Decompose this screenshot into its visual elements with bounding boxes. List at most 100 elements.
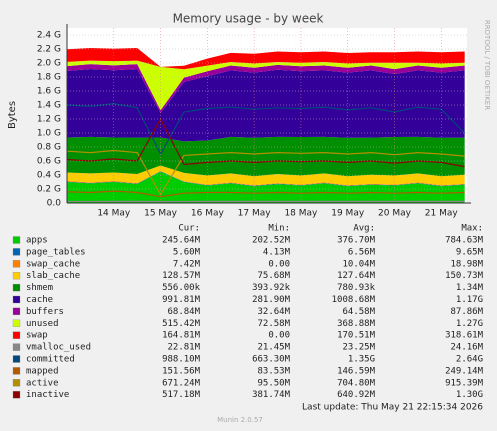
legend-label: page_tables [26, 247, 86, 257]
legend-swatch [12, 272, 21, 280]
x-tick-label: 15 May [144, 209, 178, 219]
legend-swatch [12, 283, 21, 292]
line [66, 102, 466, 156]
legend-stat: 150.73M [445, 271, 484, 281]
legend-stat: 381.74M [252, 390, 291, 400]
legend-stat: 640.92M [337, 390, 376, 400]
x-tick-label: 20 May [378, 209, 412, 219]
x-tick-label: 19 May [331, 209, 365, 219]
legend-swatch [12, 355, 21, 363]
area [67, 48, 465, 70]
legend-stat: 5.60M [173, 247, 201, 257]
line [66, 117, 465, 168]
y-tick-label: 2.0 G [37, 59, 61, 69]
legend-swatch [12, 343, 21, 351]
legend-stat: 1.35G [348, 355, 375, 365]
legend-stat: 64.58M [342, 307, 375, 317]
y-tick-label: 1.0 G [37, 129, 61, 139]
legend-stat: 83.53M [257, 366, 290, 376]
legend-stat: 368.88M [337, 319, 376, 329]
legend-stat: 170.51M [337, 331, 376, 341]
x-tick-label: 16 May [191, 209, 225, 219]
x-tick-label: 18 May [284, 209, 318, 219]
legend-stat: 68.84M [167, 307, 200, 317]
legend-stat: 23.25M [342, 343, 375, 353]
area [67, 60, 465, 111]
legend-stat: 95.50M [257, 378, 290, 388]
legend-label: mapped [26, 366, 59, 376]
legend-swatch [12, 307, 21, 316]
legend-swatch [12, 319, 21, 327]
line [66, 149, 465, 196]
area [67, 136, 465, 177]
legend-stat: 517.18M [162, 390, 201, 400]
legend-stat: 87.86M [450, 307, 483, 317]
legend-header: Max: [461, 224, 483, 234]
legend-stat: 202.52M [252, 236, 291, 246]
legend-stat: 281.90M [252, 295, 291, 305]
legend-label: committed [26, 355, 75, 365]
legend-label: buffers [26, 307, 64, 317]
legend-label: swap [26, 331, 48, 341]
y-tick-label: 1.2 G [37, 115, 61, 125]
x-tick-label: 14 May [97, 209, 131, 219]
last-update: Last update: Thu May 21 22:15:34 2026 [302, 403, 483, 413]
legend-stat: 245.64M [162, 236, 201, 246]
plot-layer [66, 48, 466, 203]
legend-swatch [12, 236, 21, 244]
area [67, 64, 465, 114]
legend-stat: 1.34M [456, 283, 484, 293]
legend-stat: 780.93k [337, 283, 376, 293]
legend-stat: 704.80M [337, 378, 376, 388]
y-tick-label: 1.8 G [37, 73, 61, 83]
legend-header: Avg: [353, 224, 375, 234]
y-tick-label: 1.4 G [37, 101, 61, 111]
legend-stat: 671.24M [162, 378, 201, 388]
legend-stat: 1.30G [456, 390, 483, 400]
legend-stat: 21.45M [257, 343, 290, 353]
legend-stat: 10.04M [342, 259, 375, 269]
legend-label: apps [26, 236, 48, 246]
legend-swatch [12, 260, 21, 268]
legend-stat: 72.58M [257, 319, 290, 329]
legend-stat: 1.27G [456, 319, 483, 329]
legend-stat: 128.57M [162, 271, 201, 281]
y-tick-label: 0.8 G [37, 143, 61, 153]
legend-swatch [12, 391, 21, 399]
line [66, 190, 465, 198]
legend-stat: 18.98M [450, 259, 483, 269]
legend-header: Cur: [178, 224, 200, 234]
area [67, 171, 465, 203]
chart-title: Memory usage - by week [173, 12, 324, 26]
legend-stat: 4.13M [263, 247, 291, 257]
legend-label: swap_cache [26, 259, 80, 269]
legend-label: active [26, 378, 59, 388]
x-tick-label: 17 May [238, 209, 272, 219]
legend-stat: 75.68M [257, 271, 290, 281]
legend-header: Min: [268, 224, 290, 234]
area [67, 165, 465, 186]
legend-stat: 32.64M [257, 307, 290, 317]
legend-label: shmem [26, 283, 53, 293]
legend-stat: 376.70M [337, 236, 376, 246]
legend-stat: 2.64G [456, 355, 483, 365]
area [67, 171, 465, 186]
y-axis-label: Bytes [7, 101, 18, 129]
y-tick-label: 1.6 G [37, 87, 61, 97]
legend-label: unused [26, 319, 59, 329]
legend-swatch [12, 379, 21, 387]
y-tick-label: 0.4 G [37, 171, 61, 181]
legend-stat: 6.56M [348, 247, 376, 257]
legend-stat: 393.92k [252, 283, 291, 293]
legend-stat: 515.42M [162, 319, 201, 329]
legend-stat: 784.63M [445, 236, 484, 246]
legend-stat: 249.14M [445, 366, 484, 376]
legend-swatch [12, 331, 21, 339]
y-tick-label: 2.2 G [37, 45, 61, 55]
legend-stat: 988.10M [162, 355, 201, 365]
side-label: RRDTOOL / TOBI OETIKER [483, 20, 491, 110]
legend-stat: 915.39M [445, 378, 484, 388]
legend-stat: 318.61M [445, 331, 484, 341]
legend-label: inactive [26, 390, 69, 400]
